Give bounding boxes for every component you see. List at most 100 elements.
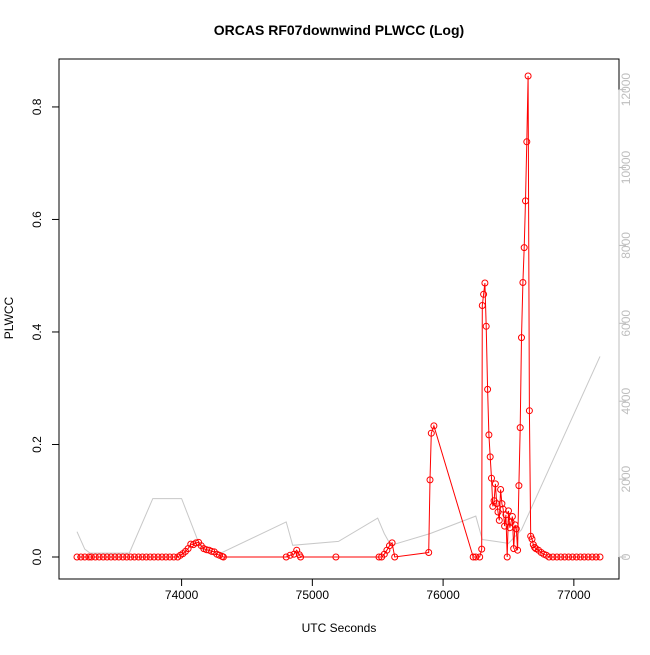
data-point [482,322,490,330]
data-point [99,553,107,561]
y2-tick-label: 2000 [619,465,633,492]
y-tick-label: 0.0 [30,548,44,565]
data-point [481,279,489,287]
data-point [111,553,119,561]
data-point [170,553,178,561]
data-point [520,244,528,252]
data-point [525,407,533,415]
y2-tick-label: 0 [619,553,633,560]
data-point [135,553,142,561]
data-point [485,431,493,439]
data-point [510,545,518,553]
data-point [297,553,305,561]
data-point [565,553,573,561]
data-point [107,553,115,561]
data-point [208,547,216,555]
chart-title: ORCAS RF07downwind PLWCC (Log) [214,22,464,38]
data-point [81,553,89,561]
data-point [596,553,604,561]
data-point [505,507,512,515]
data-point [592,553,600,561]
data-point [519,279,527,286]
data-point [150,553,158,561]
data-point [478,545,486,553]
data-point [77,553,85,561]
data-point [508,513,516,520]
data-point [557,553,565,561]
data-point [162,553,170,561]
data-point [391,553,399,561]
data-point [488,474,495,482]
data-point [580,553,588,561]
data-point [514,546,522,554]
data-point [511,521,519,529]
data-point [427,429,435,437]
data-point [103,553,111,561]
y2-tick-label: 10000 [619,150,633,184]
data-point [515,482,523,490]
data-point [545,553,553,561]
data-point [476,553,484,561]
data-point [495,516,503,524]
data-point [219,553,227,561]
data-point [142,553,150,561]
data-point [123,553,131,561]
data-point [491,480,499,488]
data-point [472,553,480,561]
x-tick-label: 75000 [296,588,330,602]
y2-tick-label: 8000 [619,232,633,259]
data-point [332,553,340,561]
data-point [576,553,584,561]
data-point [516,424,524,432]
x-tick-label: 77000 [557,588,591,602]
data-point [561,553,569,561]
x-tick-label: 76000 [426,588,460,602]
data-point [375,553,383,561]
data-point [138,553,146,561]
data-point [430,422,438,430]
series-line-right [76,356,601,554]
data-point [553,553,561,561]
data-point [494,508,502,516]
data-point [497,486,505,493]
data-point [388,539,396,547]
y2-tick-label: 4000 [619,388,633,415]
data-point [569,553,576,561]
data-point [523,138,531,146]
data-point [588,553,596,561]
data-point [426,476,434,484]
data-point [286,551,294,559]
y-tick-label: 0.4 [30,323,44,340]
data-point [131,553,138,561]
data-point [154,553,162,561]
data-point [91,553,99,561]
data-point [480,290,488,298]
data-point [503,553,511,561]
data-point [95,553,103,561]
data-point [584,553,592,561]
data-point [425,549,433,556]
x-tick-label: 74000 [165,588,199,602]
y-axis-label: PLWCC [2,296,16,339]
data-point [573,553,580,561]
data-point [192,539,200,547]
data-point [493,500,501,508]
y2-tick-label: 12000 [619,73,633,107]
data-point [484,385,492,393]
data-point [518,334,525,342]
data-point [115,553,123,561]
y-tick-label: 0.8 [30,98,44,115]
data-point [73,553,81,561]
data-point [524,72,532,80]
data-point [282,553,290,561]
data-point [549,553,557,561]
data-point [158,553,166,561]
data-point [166,553,174,561]
y2-tick-label: 6000 [619,310,633,337]
data-point [127,553,135,561]
data-point [512,525,520,533]
data-point [119,553,127,561]
